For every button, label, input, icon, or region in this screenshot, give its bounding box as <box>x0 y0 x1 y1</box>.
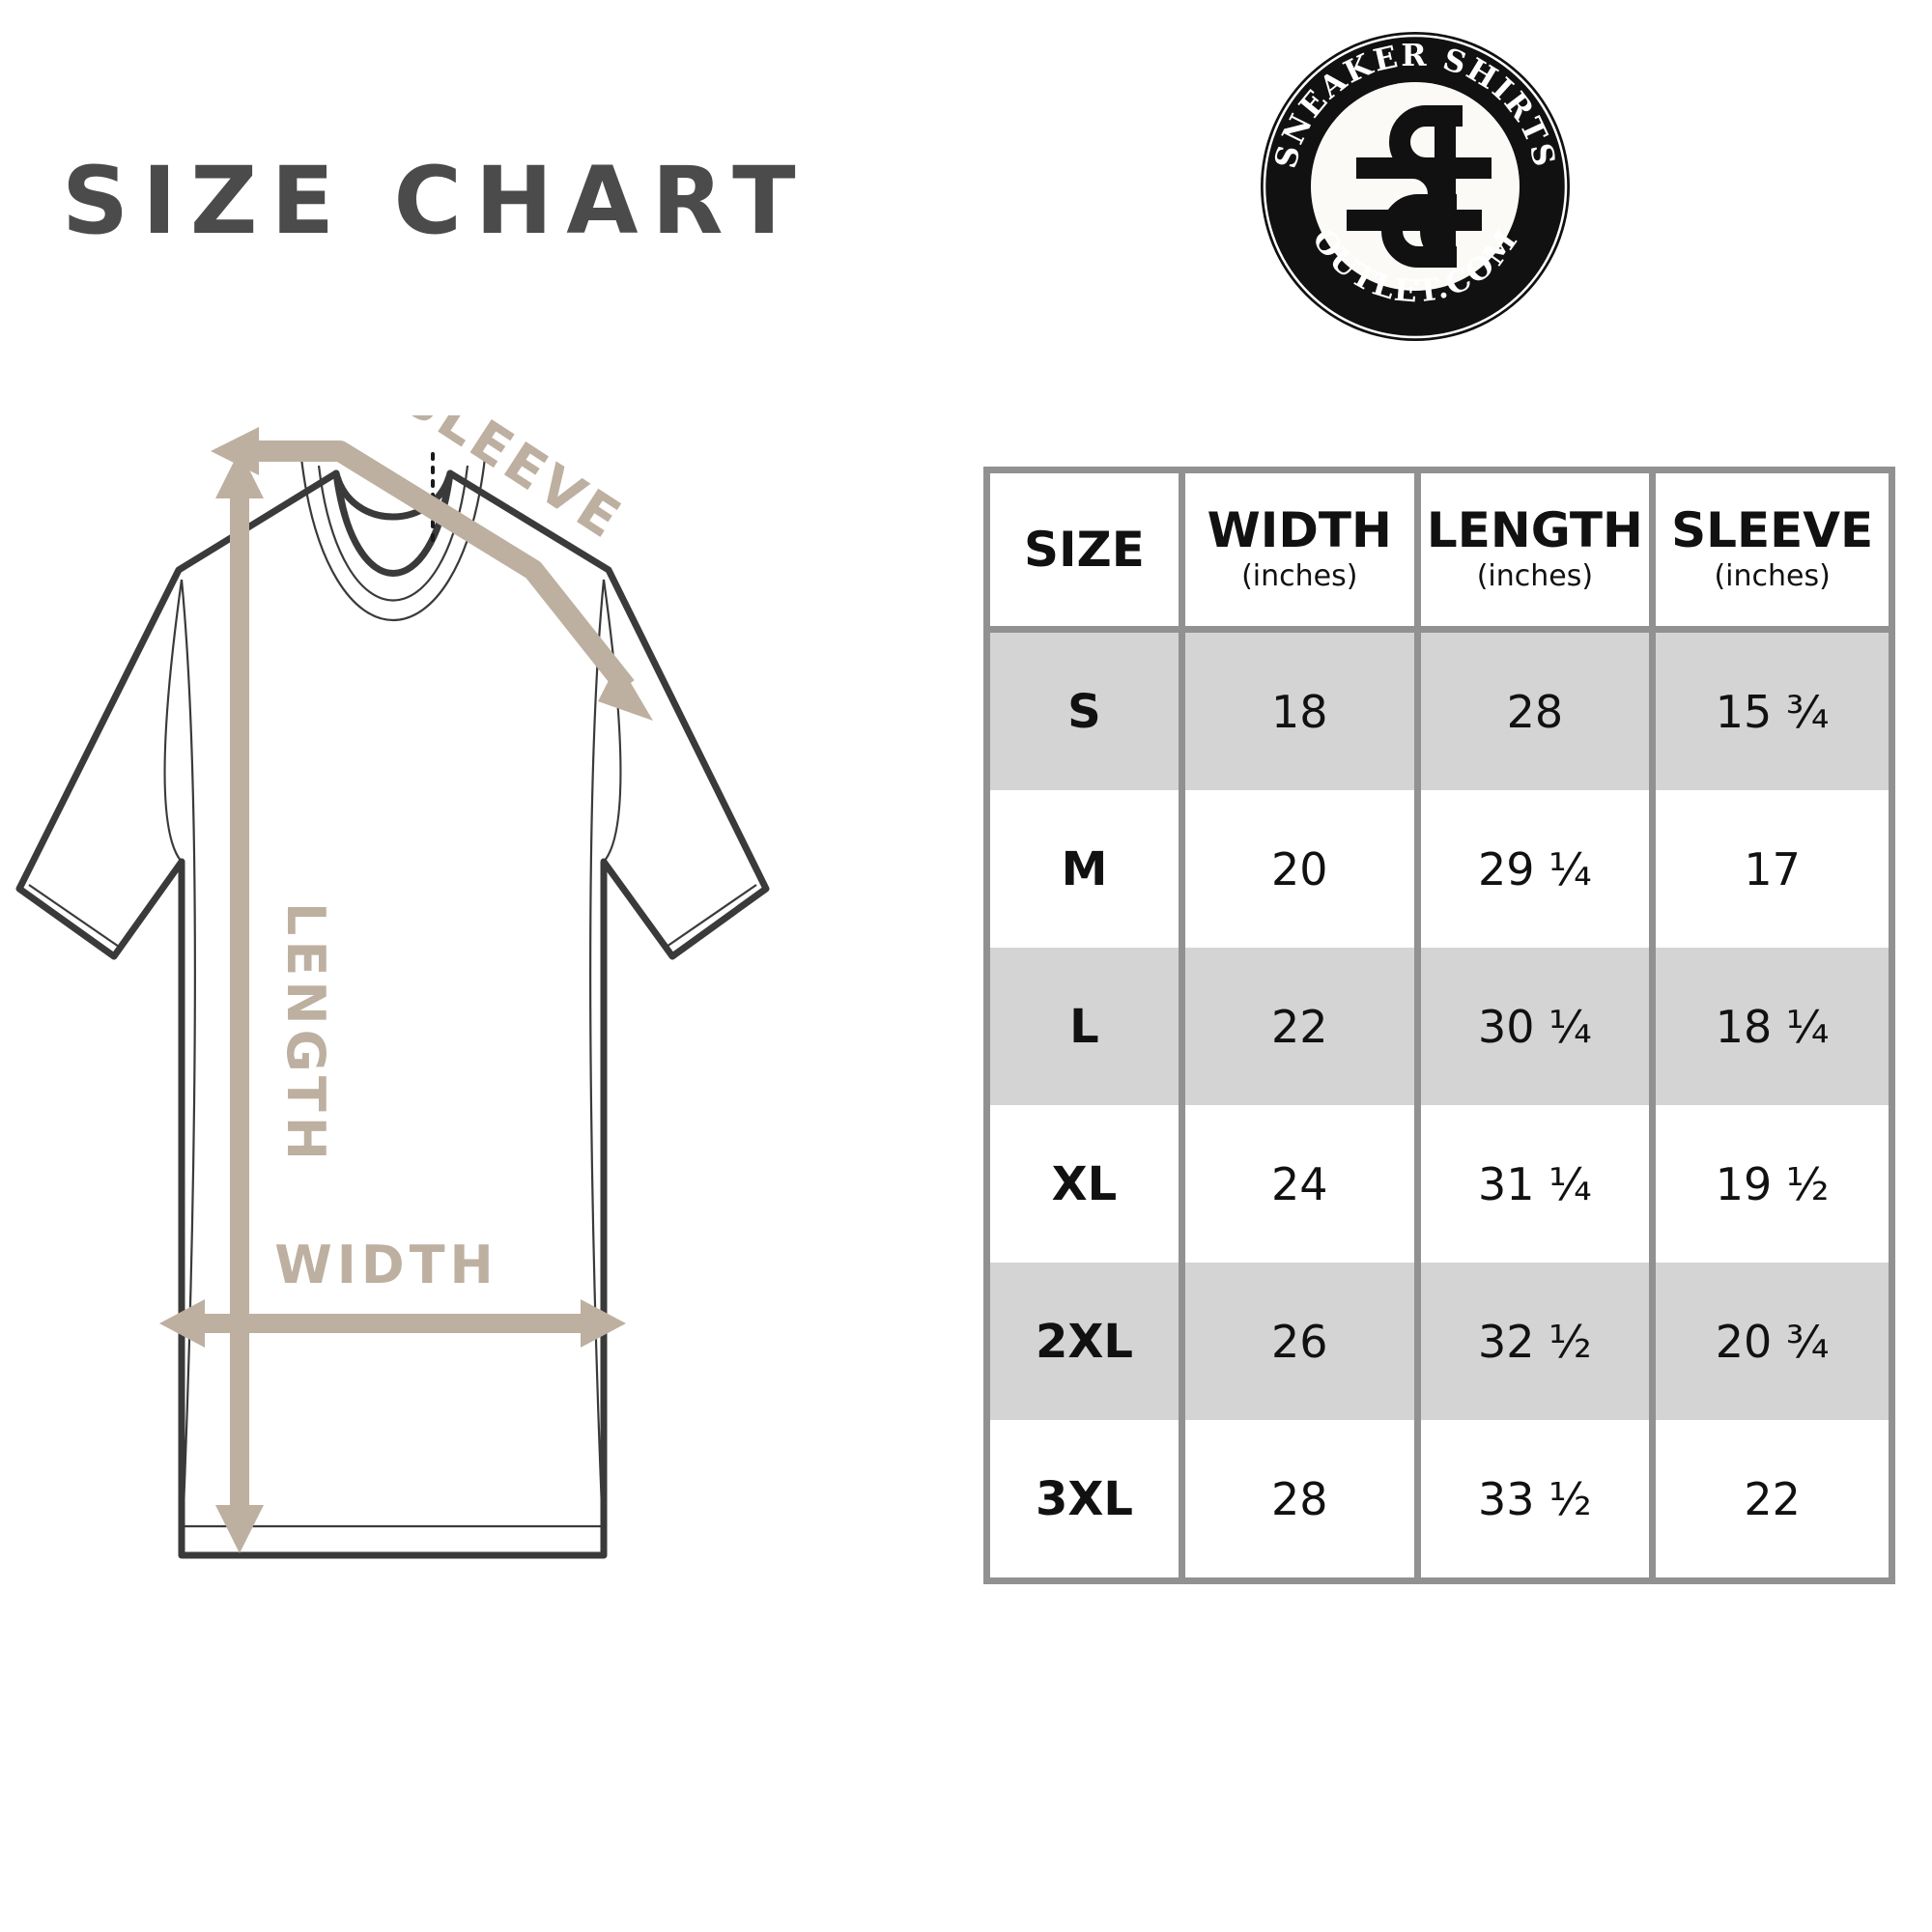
cell-size: L <box>990 948 1179 1105</box>
size-chart-body: S 18 28 15 ¾ M 20 29 ¼ 17 L 22 30 ¼ 18 ¼… <box>990 633 1889 1577</box>
cell-width: 20 <box>1178 790 1414 948</box>
table-row: S 18 28 15 ¾ <box>990 633 1889 790</box>
width-label: WIDTH <box>274 1235 498 1295</box>
width-measure-arrow <box>159 1299 626 1348</box>
table-row: 2XL 26 32 ½ 20 ¾ <box>990 1263 1889 1420</box>
cell-sleeve: 19 ½ <box>1649 1105 1889 1263</box>
column-header-width-unit: (inches) <box>1241 559 1358 593</box>
column-header-sleeve-label: SLEEVE <box>1671 502 1874 558</box>
cell-width: 26 <box>1178 1263 1414 1420</box>
cell-sleeve: 17 <box>1649 790 1889 948</box>
length-measure-arrow <box>215 450 264 1553</box>
column-header-width: WIDTH (inches) <box>1178 473 1414 633</box>
table-row: 3XL 28 33 ½ 22 <box>990 1420 1889 1577</box>
column-header-sleeve-unit: (inches) <box>1714 559 1831 593</box>
cell-size: M <box>990 790 1179 948</box>
cell-length: 31 ¼ <box>1413 1105 1650 1263</box>
cell-width: 28 <box>1178 1420 1414 1577</box>
column-header-length-label: LENGTH <box>1426 502 1643 558</box>
tshirt-measurement-diagram: SLEEVE WIDTH LENGTH <box>0 415 792 1623</box>
cell-length: 30 ¼ <box>1413 948 1650 1105</box>
cell-sleeve: 20 ¾ <box>1649 1263 1889 1420</box>
logo-monogram <box>1347 105 1492 268</box>
column-header-width-label: WIDTH <box>1207 502 1392 558</box>
cell-sleeve: 15 ¾ <box>1649 633 1889 790</box>
cell-sleeve: 18 ¼ <box>1649 948 1889 1105</box>
cell-size: 3XL <box>990 1420 1179 1577</box>
column-header-length: LENGTH (inches) <box>1413 473 1650 633</box>
table-row: L 22 30 ¼ 18 ¼ <box>990 948 1889 1105</box>
cell-length: 33 ½ <box>1413 1420 1650 1577</box>
cell-width: 18 <box>1178 633 1414 790</box>
column-header-size-label: SIZE <box>1023 521 1145 578</box>
page-title: SIZE CHART <box>62 147 810 255</box>
cell-sleeve: 22 <box>1649 1420 1889 1577</box>
column-header-size: SIZE <box>990 473 1179 633</box>
sleeve-measure-arrow <box>211 427 653 721</box>
table-row: M 20 29 ¼ 17 <box>990 790 1889 948</box>
size-chart-table: SIZE WIDTH (inches) LENGTH (inches) SLEE… <box>983 467 1895 1584</box>
column-header-length-unit: (inches) <box>1476 559 1594 593</box>
logo-inner-disc <box>1311 82 1520 291</box>
cell-length: 28 <box>1413 633 1650 790</box>
length-label: LENGTH <box>275 902 336 1165</box>
tshirt-inner-seams <box>28 457 757 1556</box>
logo-keyline <box>1263 34 1568 339</box>
brand-logo: SNEAKER SHIRTS OUTLET.COM <box>1256 27 1575 346</box>
table-header-row: SIZE WIDTH (inches) LENGTH (inches) SLEE… <box>990 473 1889 633</box>
cell-width: 24 <box>1178 1105 1414 1263</box>
table-row: XL 24 31 ¼ 19 ½ <box>990 1105 1889 1263</box>
tshirt-outline <box>15 469 770 1559</box>
cell-length: 29 ¼ <box>1413 790 1650 948</box>
column-header-sleeve: SLEEVE (inches) <box>1649 473 1889 633</box>
cell-width: 22 <box>1178 948 1414 1105</box>
cell-size: 2XL <box>990 1263 1179 1420</box>
cell-length: 32 ½ <box>1413 1263 1650 1420</box>
cell-size: S <box>990 633 1179 790</box>
cell-size: XL <box>990 1105 1179 1263</box>
